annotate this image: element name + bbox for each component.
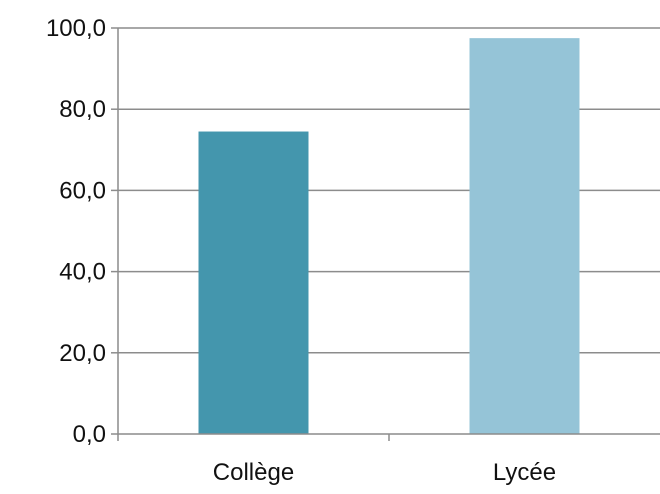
x-axis-category-labels: Collège Lycée [213,459,556,486]
y-tick-label: 0,0 [73,421,106,448]
bar-2 [469,38,580,435]
bars [198,38,580,435]
x-category-label: Collège [213,459,294,486]
y-tick-label: 100,0 [46,15,106,42]
axes [111,27,660,441]
y-tick-label: 80,0 [59,96,106,123]
y-axis-tick-labels: 0,0 20,0 40,0 60,0 80,0 100,0 [46,15,106,448]
y-tick-label: 60,0 [59,177,106,204]
y-tick-label: 20,0 [59,340,106,367]
x-category-label: Lycée [493,459,556,486]
y-tick-label: 40,0 [59,259,106,286]
bar-1 [198,131,309,434]
